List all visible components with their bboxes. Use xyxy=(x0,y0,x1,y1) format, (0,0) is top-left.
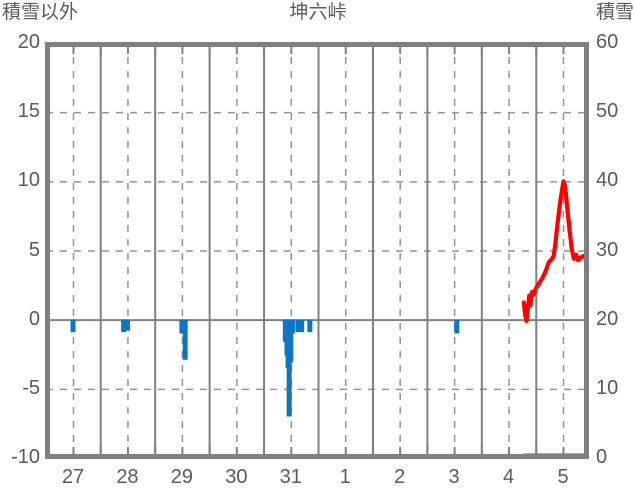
x-axis-tick-label: 29 xyxy=(170,466,193,488)
bar xyxy=(286,319,292,417)
tick-text: 0 xyxy=(596,446,608,468)
y-axis-left-tick-label: 15 xyxy=(0,101,40,121)
bar xyxy=(454,319,460,334)
bar xyxy=(307,319,313,333)
tick-text: 10 xyxy=(17,169,40,192)
tick-text: -5 xyxy=(22,376,40,399)
bar xyxy=(121,319,127,333)
y-axis-left-tick-label: -5 xyxy=(0,378,40,398)
chart-title: 坤六峠 xyxy=(289,2,347,23)
y-axis-right-tick-label: 60 xyxy=(596,32,636,52)
x-axis-tick-label: 1 xyxy=(339,466,351,488)
tick-text: 20 xyxy=(17,31,40,53)
x-axis-tick-label: 27 xyxy=(61,466,85,488)
tick-text: 60 xyxy=(596,31,619,53)
x-axis-tick-label: 31 xyxy=(279,466,302,488)
y-axis-right-tick-label: 0 xyxy=(596,447,636,467)
right-axis-title: 積雪 xyxy=(595,2,634,23)
plot-border xyxy=(45,42,589,459)
snow-depth-line xyxy=(521,179,586,324)
y-axis-left-tick-label: 0 xyxy=(0,309,40,329)
bar xyxy=(299,319,305,333)
x-axis-tick-label: 28 xyxy=(116,466,139,488)
y-axis-right-tick-label: 30 xyxy=(596,240,636,260)
bar xyxy=(295,319,301,333)
x-axis-tick-label: 4 xyxy=(502,466,515,488)
tick-text: 5 xyxy=(28,238,40,261)
tick-text: 50 xyxy=(596,100,619,123)
x-axis-tick-label: 2 xyxy=(394,466,406,488)
bar xyxy=(124,319,130,331)
y-axis-left-tick-label: 5 xyxy=(0,240,40,260)
x-axis-tick-label: 5 xyxy=(557,466,569,488)
bar xyxy=(179,319,185,334)
lines-layer xyxy=(521,179,587,458)
bar xyxy=(289,319,295,334)
y-axis-right-tick-label: 10 xyxy=(596,378,636,398)
tick-text: 10 xyxy=(596,376,619,399)
y-axis-left-tick-label: 10 xyxy=(0,170,40,190)
tick-text: -10 xyxy=(11,446,40,468)
y-axis-right-tick-label: 20 xyxy=(596,309,636,329)
plot-frame xyxy=(45,42,589,459)
x-axis-tick-label: 30 xyxy=(225,466,248,488)
y-axis-right-tick-label: 40 xyxy=(596,170,636,190)
left-axis-title: 積雪以外 xyxy=(2,2,79,23)
x-axis-tick-label: 3 xyxy=(448,466,460,488)
bar xyxy=(288,319,294,363)
tick-text: 15 xyxy=(17,100,40,123)
y-axis-right-tick-label: 50 xyxy=(596,101,636,121)
grid-layer xyxy=(46,43,588,458)
tick-text: 40 xyxy=(596,169,619,192)
tick-text: 20 xyxy=(596,307,619,330)
y-axis-left-tick-label: 20 xyxy=(0,32,40,52)
tick-text: 30 xyxy=(596,238,619,261)
tick-marks xyxy=(45,47,565,454)
y-axis-left-tick-label: -10 xyxy=(0,447,40,467)
bar xyxy=(182,319,188,360)
tick-text: 0 xyxy=(28,307,40,330)
bar xyxy=(70,319,76,333)
bars-layer xyxy=(70,319,460,417)
